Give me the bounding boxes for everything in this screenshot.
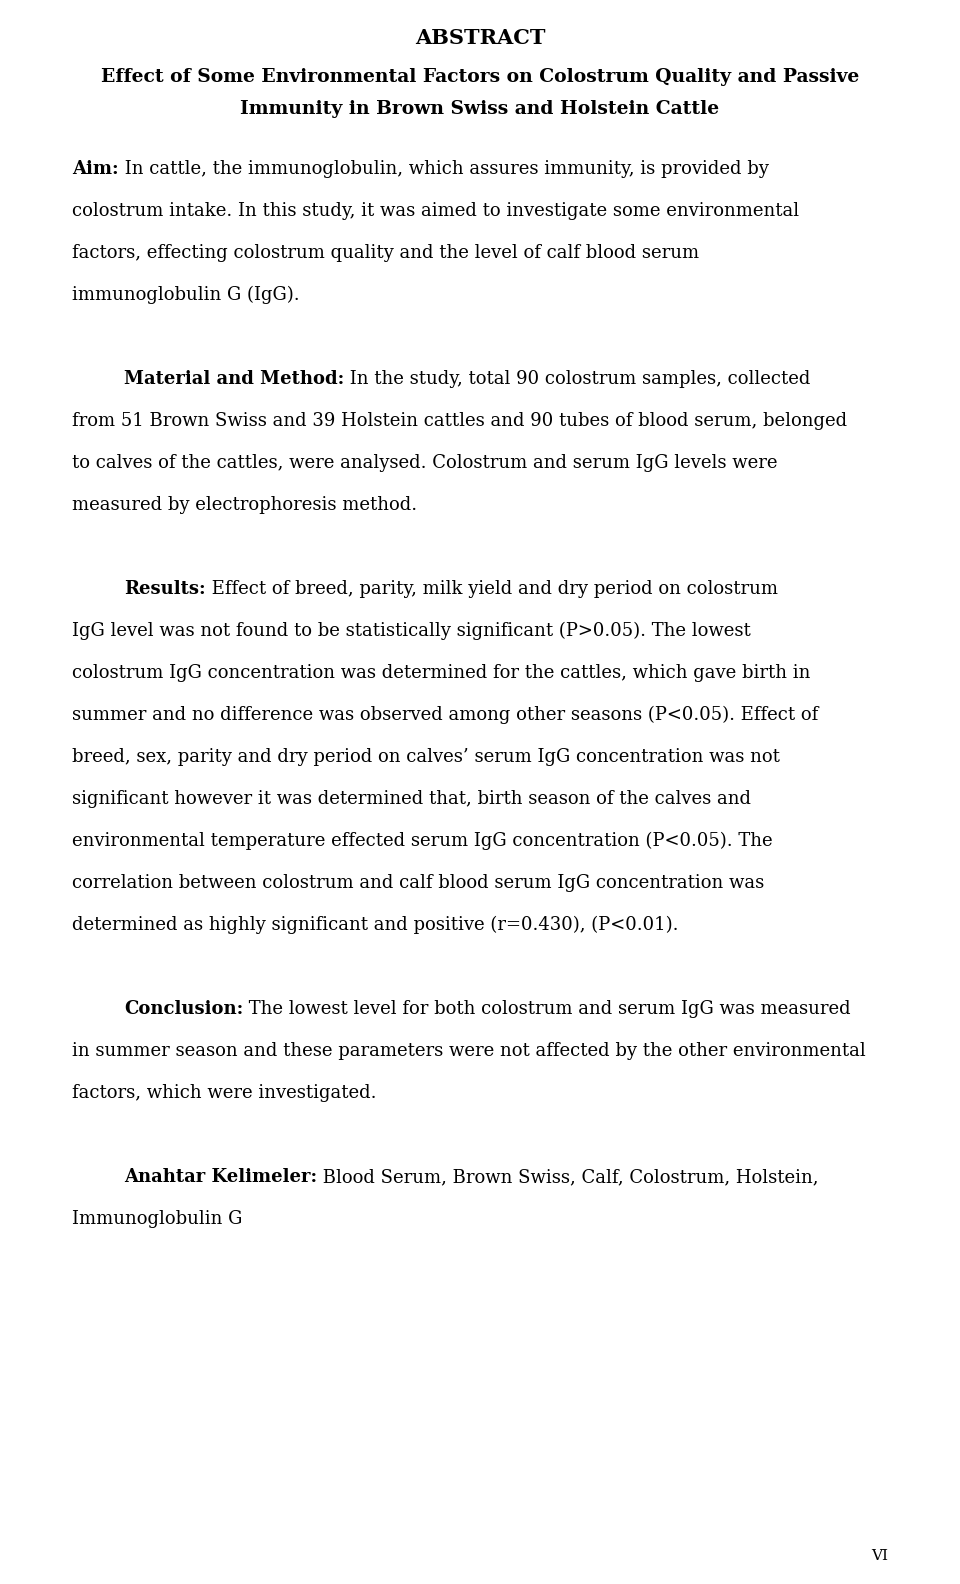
Text: Immunity in Brown Swiss and Holstein Cattle: Immunity in Brown Swiss and Holstein Cat… — [240, 100, 720, 117]
Text: immunoglobulin G (IgG).: immunoglobulin G (IgG). — [72, 287, 300, 304]
Text: The lowest level for both colostrum and serum IgG was measured: The lowest level for both colostrum and … — [243, 1000, 851, 1019]
Text: colostrum IgG concentration was determined for the cattles, which gave birth in: colostrum IgG concentration was determin… — [72, 664, 810, 683]
Text: Anahtar Kelimeler:: Anahtar Kelimeler: — [124, 1167, 317, 1186]
Text: IgG level was not found to be statistically significant (P>0.05). The lowest: IgG level was not found to be statistica… — [72, 623, 751, 640]
Text: summer and no difference was observed among other seasons (P<0.05). Effect of: summer and no difference was observed am… — [72, 706, 818, 724]
Text: in summer season and these parameters were not affected by the other environment: in summer season and these parameters we… — [72, 1042, 866, 1060]
Text: determined as highly significant and positive (r=0.430), (P<0.01).: determined as highly significant and pos… — [72, 916, 679, 935]
Text: correlation between colostrum and calf blood serum IgG concentration was: correlation between colostrum and calf b… — [72, 874, 764, 892]
Text: Effect of Some Environmental Factors on Colostrum Quality and Passive: Effect of Some Environmental Factors on … — [101, 68, 859, 86]
Text: environmental temperature effected serum IgG concentration (P<0.05). The: environmental temperature effected serum… — [72, 832, 773, 851]
Text: Blood Serum, Brown Swiss, Calf, Colostrum, Holstein,: Blood Serum, Brown Swiss, Calf, Colostru… — [317, 1167, 819, 1186]
Text: Material and Method:: Material and Method: — [124, 371, 345, 388]
Text: Aim:: Aim: — [72, 160, 119, 177]
Text: VI: VI — [871, 1549, 888, 1563]
Text: In cattle, the immunoglobulin, which assures immunity, is provided by: In cattle, the immunoglobulin, which ass… — [119, 160, 769, 177]
Text: breed, sex, parity and dry period on calves’ serum IgG concentration was not: breed, sex, parity and dry period on cal… — [72, 748, 780, 767]
Text: ABSTRACT: ABSTRACT — [415, 29, 545, 48]
Text: from 51 Brown Swiss and 39 Holstein cattles and 90 tubes of blood serum, belonge: from 51 Brown Swiss and 39 Holstein catt… — [72, 412, 847, 429]
Text: factors, which were investigated.: factors, which were investigated. — [72, 1083, 376, 1102]
Text: Results:: Results: — [124, 580, 205, 599]
Text: factors, effecting colostrum quality and the level of calf blood serum: factors, effecting colostrum quality and… — [72, 244, 699, 261]
Text: Effect of breed, parity, milk yield and dry period on colostrum: Effect of breed, parity, milk yield and … — [205, 580, 778, 599]
Text: In the study, total 90 colostrum samples, collected: In the study, total 90 colostrum samples… — [345, 371, 810, 388]
Text: Immunoglobulin G: Immunoglobulin G — [72, 1210, 242, 1228]
Text: measured by electrophoresis method.: measured by electrophoresis method. — [72, 496, 418, 513]
Text: to calves of the cattles, were analysed. Colostrum and serum IgG levels were: to calves of the cattles, were analysed.… — [72, 455, 778, 472]
Text: colostrum intake. In this study, it was aimed to investigate some environmental: colostrum intake. In this study, it was … — [72, 203, 799, 220]
Text: Conclusion:: Conclusion: — [124, 1000, 243, 1019]
Text: significant however it was determined that, birth season of the calves and: significant however it was determined th… — [72, 790, 751, 808]
